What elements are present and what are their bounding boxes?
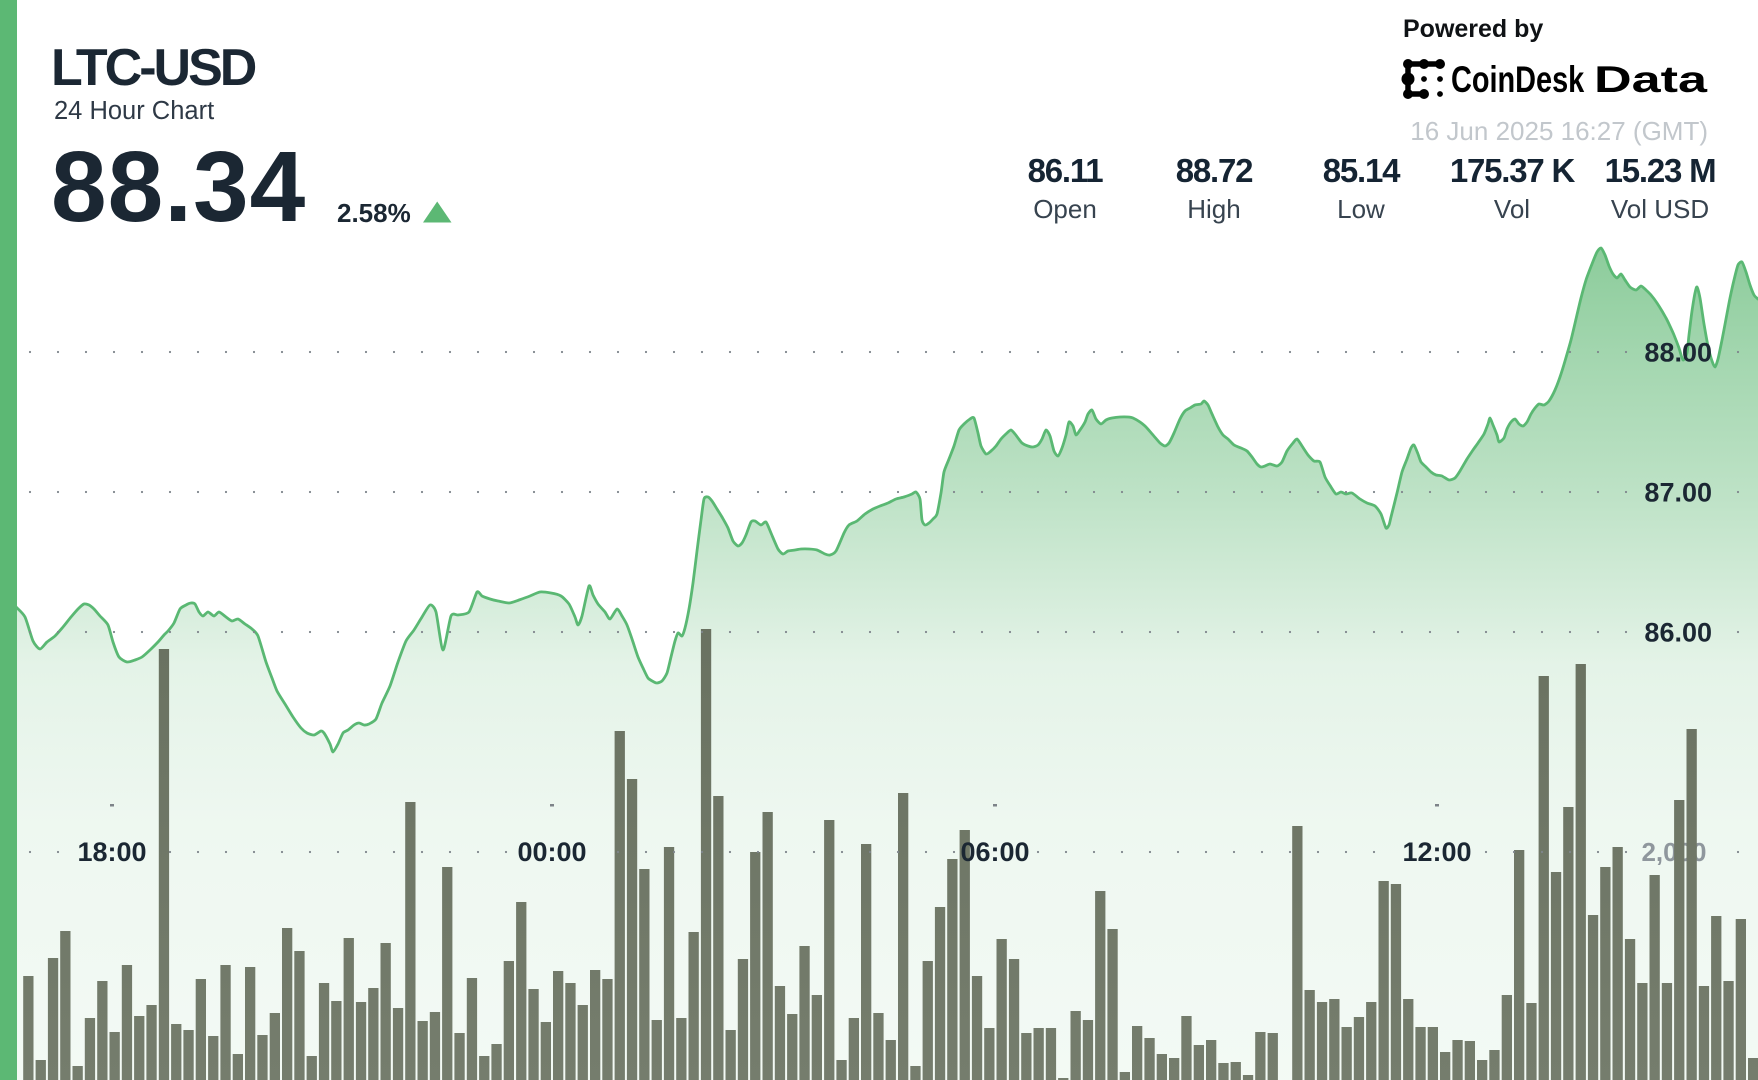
- svg-text:12:00: 12:00: [1402, 837, 1471, 867]
- svg-text:06:00: 06:00: [960, 837, 1029, 867]
- svg-text:88.34: 88.34: [51, 131, 306, 243]
- svg-text:24 Hour Chart: 24 Hour Chart: [54, 97, 214, 125]
- svg-text:Low: Low: [1337, 194, 1385, 224]
- svg-text:00:00: 00:00: [517, 837, 586, 867]
- svg-text:2.58%: 2.58%: [337, 198, 411, 228]
- svg-text:High: High: [1187, 194, 1240, 224]
- svg-text:CoinDesk: CoinDesk: [1451, 60, 1585, 101]
- svg-text:Data: Data: [1594, 58, 1708, 100]
- svg-text:Open: Open: [1033, 194, 1097, 224]
- svg-text:Vol: Vol: [1494, 194, 1530, 224]
- svg-text:15.23 M: 15.23 M: [1605, 152, 1716, 189]
- svg-text:88.00: 88.00: [1644, 338, 1712, 368]
- svg-text:88.72: 88.72: [1176, 152, 1253, 189]
- svg-text:85.14: 85.14: [1323, 152, 1401, 189]
- svg-text:175.37 K: 175.37 K: [1450, 152, 1576, 189]
- svg-text:Vol USD: Vol USD: [1611, 194, 1709, 224]
- svg-text:86.00: 86.00: [1644, 618, 1712, 648]
- svg-text:LTC-USD: LTC-USD: [51, 39, 256, 97]
- svg-text:Powered by: Powered by: [1403, 15, 1543, 43]
- svg-text:16 Jun 2025 16:27 (GMT): 16 Jun 2025 16:27 (GMT): [1410, 116, 1708, 146]
- svg-text:86.11: 86.11: [1028, 152, 1104, 189]
- svg-text:87.00: 87.00: [1644, 478, 1712, 508]
- svg-text:18:00: 18:00: [77, 837, 146, 867]
